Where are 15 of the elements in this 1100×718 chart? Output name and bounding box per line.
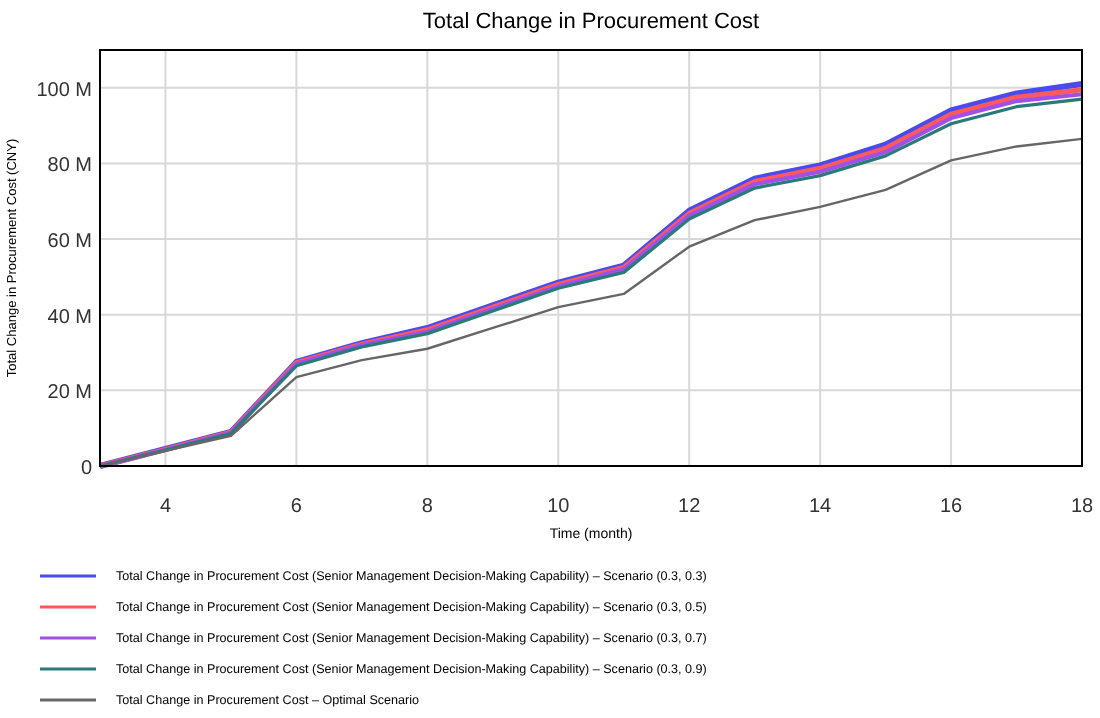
- x-tick-label: 10: [547, 496, 571, 518]
- y-tick-label: 60 M: [47, 231, 92, 254]
- x-tick-label: 14: [809, 496, 833, 518]
- y-tick-label: 0: [80, 458, 93, 480]
- chart-title: Total Change in Procurement Cost: [422, 10, 760, 34]
- x-tick-label: 16: [939, 496, 964, 518]
- x-tick-label: 4: [159, 496, 172, 518]
- y-tick-label: 40 M: [47, 306, 92, 329]
- x-tick-label: 18: [1070, 496, 1094, 518]
- x-tick-label: 8: [421, 496, 434, 518]
- y-tick-label: 20 M: [47, 382, 92, 405]
- y-tick-label: 80 M: [47, 155, 92, 178]
- x-tick-label: 12: [678, 496, 702, 518]
- y-tick-label: 100 M: [36, 79, 92, 102]
- x-tick-label: 6: [290, 496, 303, 518]
